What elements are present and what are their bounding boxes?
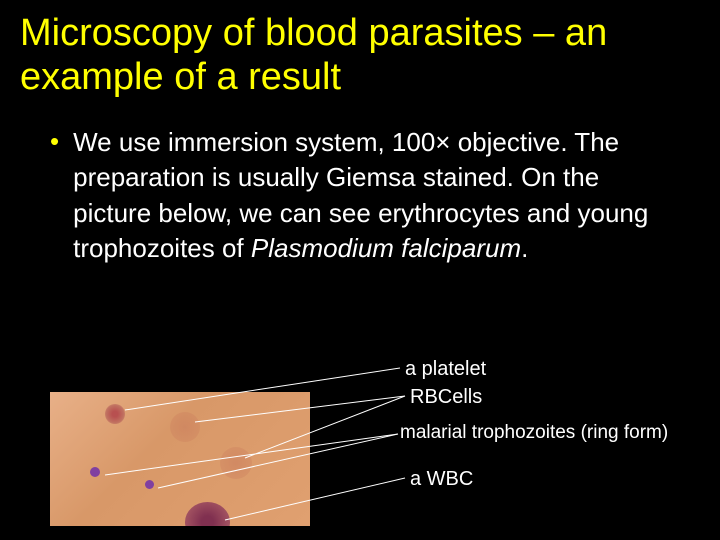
trophozoite-cell xyxy=(90,467,100,477)
trophozoite-cell xyxy=(145,480,154,489)
platelet-cell xyxy=(105,404,125,424)
wbc-cell xyxy=(185,502,230,526)
bullet-item: • We use immersion system, 100× objectiv… xyxy=(0,107,720,265)
rbc-cell xyxy=(170,412,200,442)
label-wbc: a WBC xyxy=(410,468,473,491)
species-name: Plasmodium falciparum xyxy=(251,233,521,263)
label-troph: malarial trophozoites (ring form) xyxy=(400,422,668,444)
label-rbc: RBCells xyxy=(410,386,482,409)
bullet-marker: • xyxy=(50,125,59,265)
label-platelet: a platelet xyxy=(405,358,486,381)
bullet-text: We use immersion system, 100× objective.… xyxy=(73,125,670,265)
microscopy-diagram: a platelet RBCells malarial trophozoites… xyxy=(50,360,680,530)
bullet-text-post: . xyxy=(521,233,528,263)
rbc-cell xyxy=(220,447,252,479)
slide-title: Microscopy of blood parasites – an examp… xyxy=(0,0,720,107)
microscopy-image xyxy=(50,392,310,526)
